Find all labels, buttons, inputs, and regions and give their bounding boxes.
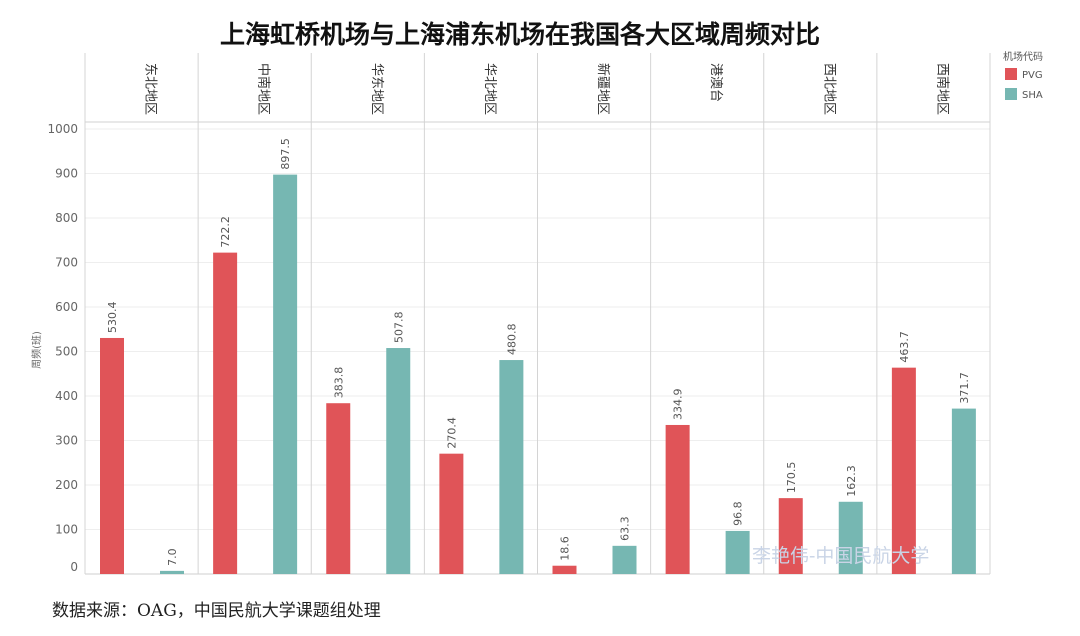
value-label: 63.3 — [619, 516, 632, 541]
value-label: 463.7 — [898, 331, 911, 363]
y-tick-label: 400 — [55, 389, 78, 403]
bar-pvg — [439, 453, 464, 574]
source-note: 数据来源：OAG，中国民航大学课题组处理 — [52, 601, 381, 621]
bar-pvg — [665, 424, 690, 574]
region-label: 西南地区 — [934, 63, 950, 115]
bar-sha — [838, 501, 863, 574]
value-label: 480.8 — [505, 324, 518, 356]
bar-sha — [725, 530, 750, 574]
value-label: 383.8 — [332, 367, 345, 399]
region-label: 港澳台 — [708, 63, 724, 102]
y-axis: 0 100 200 300 400 500 600 700 800 900 1000 — [47, 122, 78, 574]
y-tick-label: 800 — [55, 211, 78, 225]
bar-pvg — [552, 565, 577, 574]
y-axis-label: 周频(班) — [30, 331, 43, 369]
value-label: 507.8 — [392, 312, 405, 344]
bar-pvg — [100, 337, 124, 574]
value-label: 722.2 — [219, 216, 232, 248]
bar-sha — [951, 408, 976, 574]
legend-label: SHA — [1022, 90, 1043, 101]
value-label: 897.5 — [279, 138, 292, 170]
bar-pvg — [326, 403, 351, 574]
bar-sha — [160, 570, 184, 574]
bar-pvg — [778, 498, 803, 574]
value-label: 371.7 — [958, 372, 971, 404]
value-label: 7.0 — [166, 548, 179, 566]
region-label: 中南地区 — [256, 63, 272, 115]
legend-swatch-pvg — [1005, 68, 1017, 80]
bar-sha — [499, 360, 524, 574]
y-tick-label: 500 — [55, 345, 78, 359]
legend-swatch-sha — [1005, 88, 1017, 100]
y-tick-label: 0 — [70, 560, 78, 574]
region-headers: 东北地区 中南地区 华东地区 华北地区 新疆地区 港澳台 西北地区 西南地区 — [143, 63, 951, 115]
region-label: 华北地区 — [482, 63, 497, 115]
value-label: 530.4 — [106, 301, 119, 333]
y-tick-label: 300 — [55, 434, 78, 448]
y-tick-label: 900 — [55, 167, 78, 181]
value-labels: 530.4 722.2 383.8 270.4 18.6 334.9 170.5 463.7 7… — [106, 138, 971, 566]
value-label: 162.3 — [845, 465, 858, 497]
watermark: 李艳伟-中国民航大学 — [752, 545, 929, 567]
y-tick-label: 200 — [55, 478, 78, 492]
y-tick-label: 700 — [55, 256, 78, 270]
legend: 机场代码 PVG SHA — [1003, 50, 1043, 101]
value-label: 170.5 — [785, 462, 798, 494]
legend-title: 机场代码 — [1003, 50, 1043, 63]
legend-label: PVG — [1022, 70, 1043, 81]
region-label: 新疆地区 — [595, 63, 611, 115]
bar-pvg — [891, 367, 916, 574]
value-label: 334.9 — [672, 388, 685, 420]
chart-title: 上海虹桥机场与上海浦东机场在我国各大区域周频对比 — [220, 20, 820, 49]
region-label: 西北地区 — [821, 63, 836, 115]
bar-pvg — [213, 252, 238, 574]
region-label: 华东地区 — [369, 63, 384, 115]
value-label: 270.4 — [445, 417, 458, 449]
y-tick-label: 100 — [55, 523, 78, 537]
value-label: 96.8 — [732, 501, 745, 526]
y-tick-label: 600 — [55, 300, 78, 314]
bar-sha — [273, 174, 298, 575]
value-label: 18.6 — [559, 536, 572, 561]
y-tick-label: 1000 — [47, 122, 78, 136]
bar-sha — [386, 348, 411, 574]
bar-sha — [612, 545, 637, 574]
bars — [100, 174, 976, 575]
region-label: 东北地区 — [143, 63, 158, 115]
